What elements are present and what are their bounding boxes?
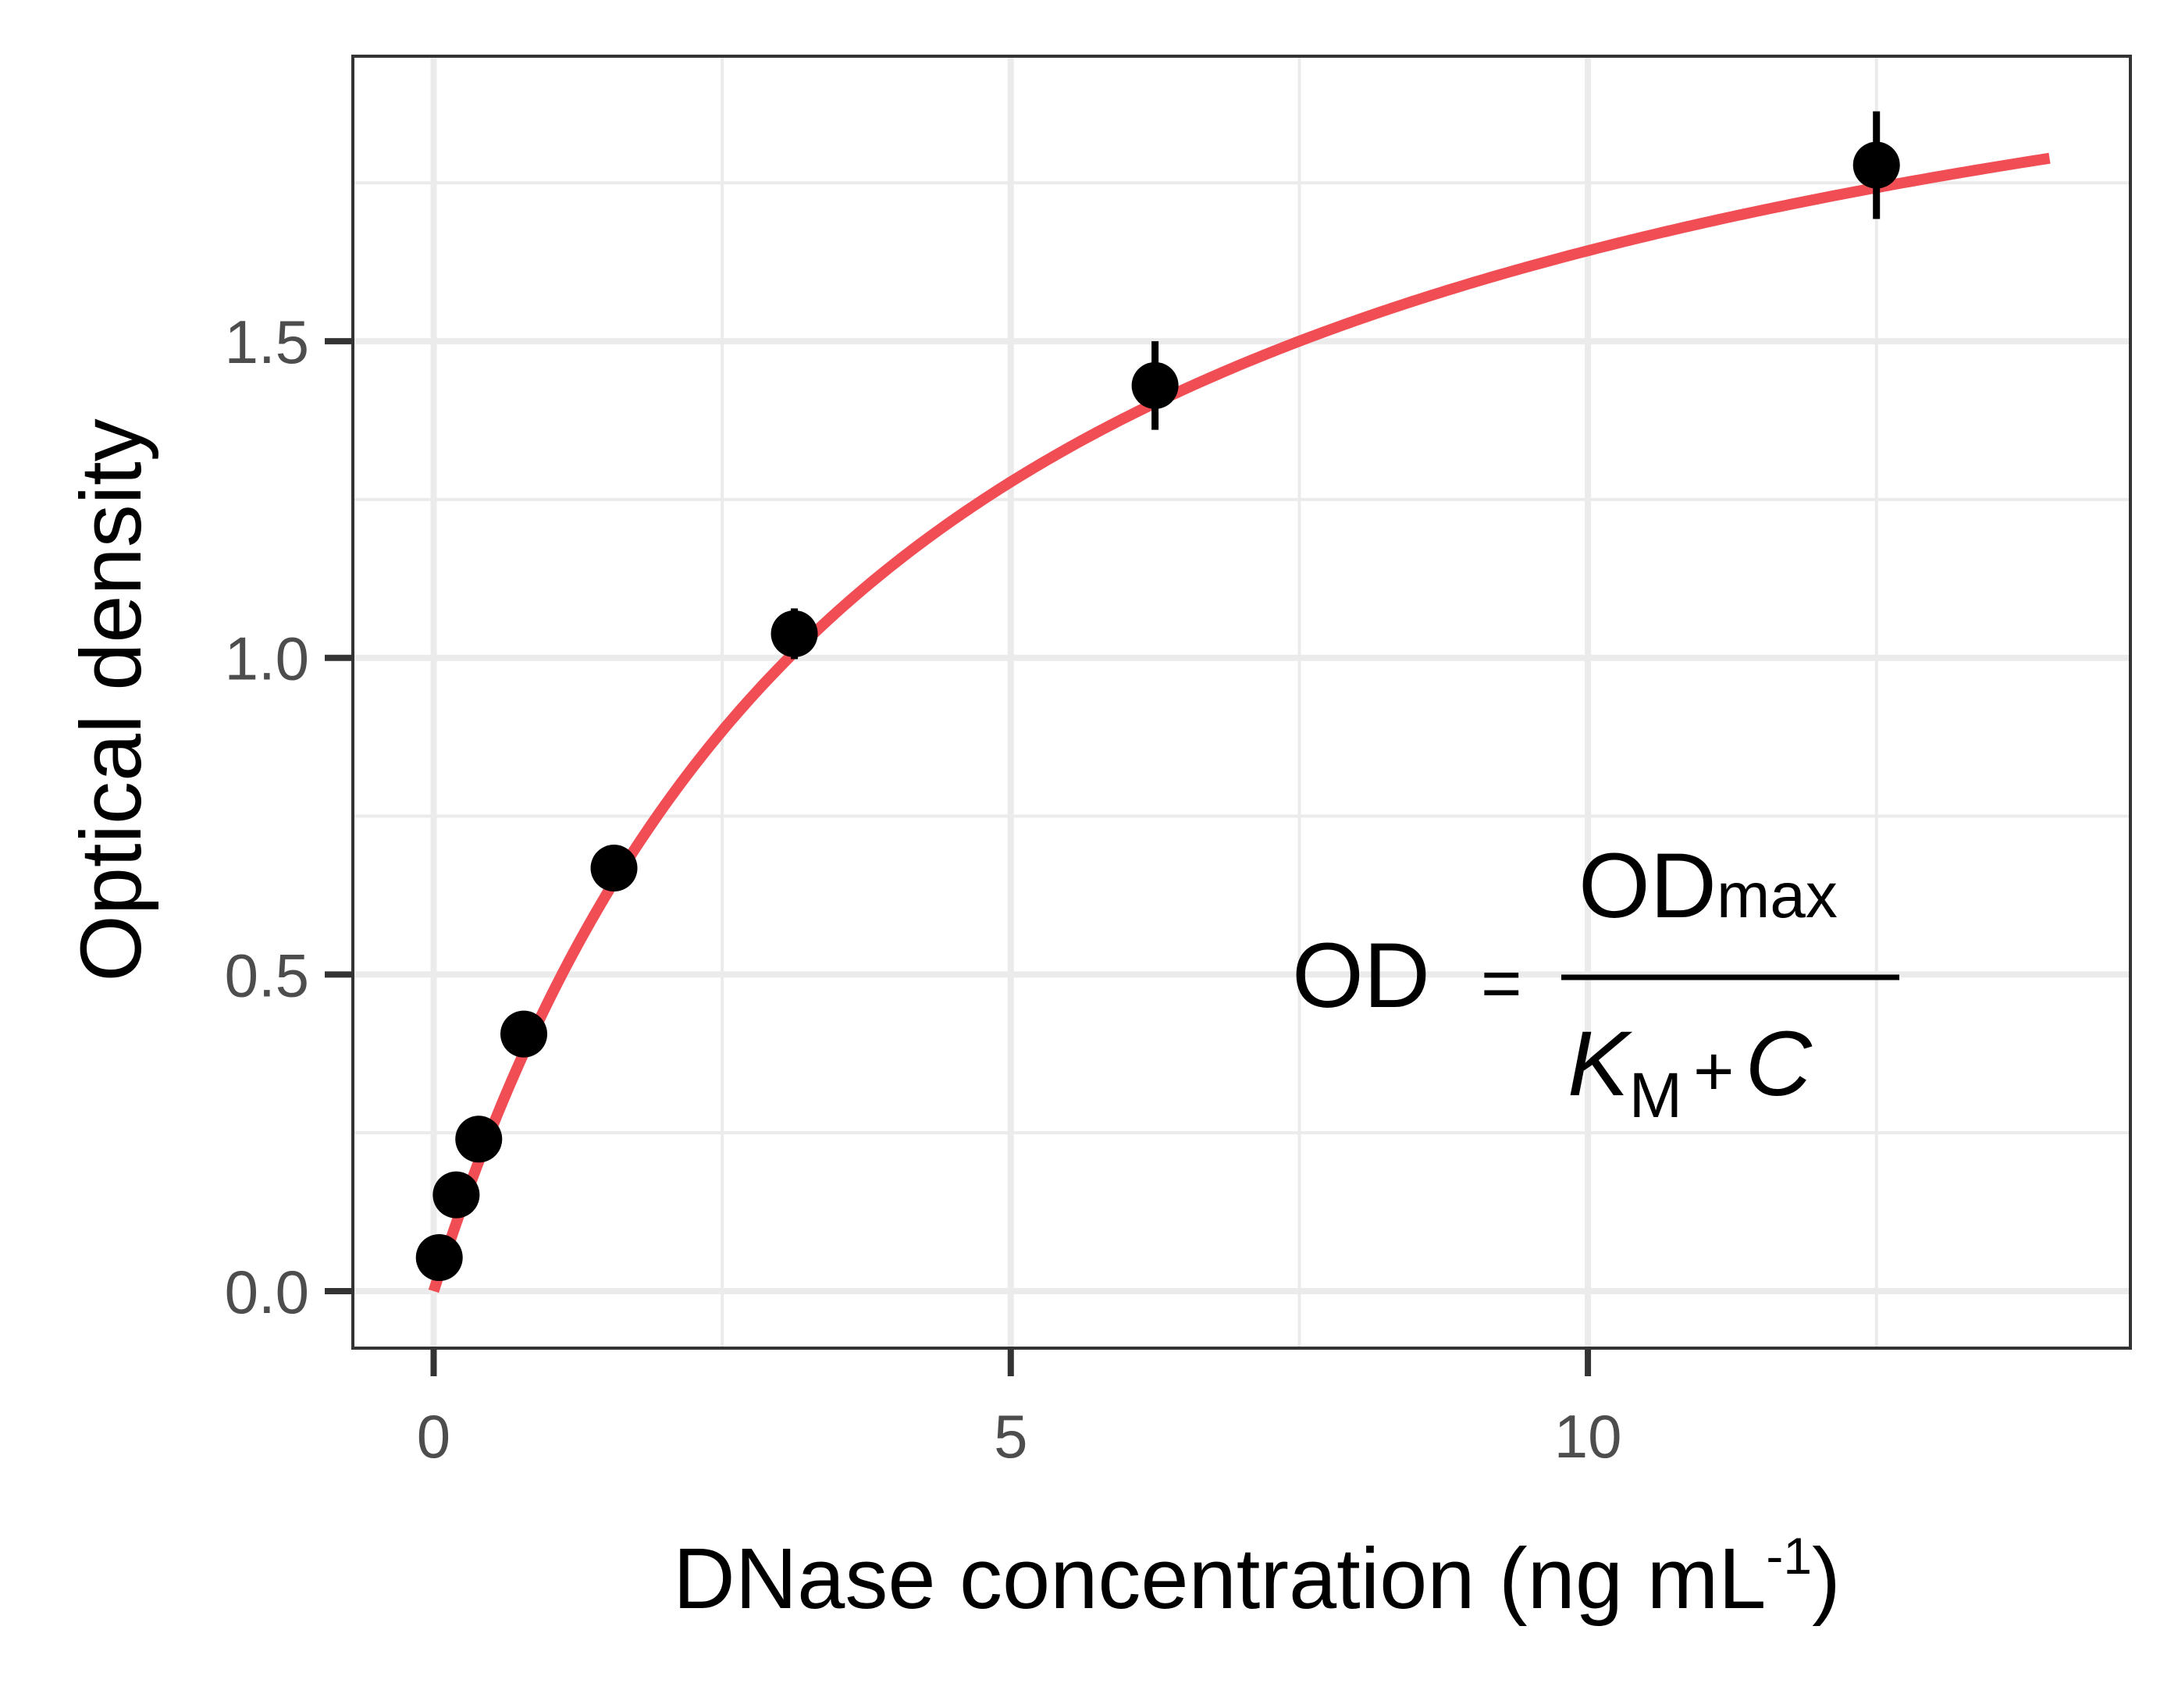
equation-km-subscript: M [1629, 1060, 1682, 1131]
equation-denominator: KM + C [1568, 1012, 1813, 1131]
equation-km-symbol: K [1568, 1012, 1633, 1116]
data-point [1131, 361, 1179, 409]
data-point [1852, 141, 1900, 189]
equation-c-symbol: C [1746, 1012, 1813, 1116]
data-point [590, 845, 638, 892]
x-axis-title-main: DNase concentration (ng mL [673, 1531, 1766, 1627]
data-points-layer [415, 111, 1900, 1281]
equation-annotation: OD = ODmax KM + C [1292, 834, 1899, 1131]
equation-plus: + [1693, 1033, 1735, 1111]
y-axis-title: Optical density [63, 418, 159, 981]
x-axis-title-superscript: -1 [1766, 1527, 1812, 1585]
x-tick-label: 10 [1554, 1402, 1622, 1471]
tick-labels: 0.0 0.5 1.0 1.5 0 5 10 [225, 308, 1622, 1471]
x-axis-title: DNase concentration (ng mL-1) [673, 1527, 1840, 1627]
equation-lhs: OD [1292, 924, 1430, 1027]
y-tick-label: 1.5 [225, 308, 309, 376]
x-tick-label: 5 [994, 1402, 1027, 1471]
x-axis-title-close: ) [1812, 1531, 1841, 1627]
y-tick-label: 1.0 [225, 624, 309, 693]
y-tick-label: 0.0 [225, 1258, 309, 1326]
data-point [455, 1116, 503, 1163]
equation-equals: = [1481, 945, 1522, 1023]
panel-border [351, 55, 2132, 1350]
data-point [500, 1010, 548, 1058]
data-point [415, 1233, 463, 1281]
major-gridlines [353, 56, 2130, 1348]
y-tick-label: 0.5 [225, 941, 309, 1009]
fit-curve [428, 152, 2051, 1293]
fit-curve-layer [428, 152, 2051, 1293]
minor-gridlines [353, 56, 2130, 1348]
equation-numerator: ODmax [1578, 834, 1838, 938]
equation-numerator-main: OD [1578, 834, 1717, 938]
x-tick-label: 0 [417, 1402, 450, 1471]
axis-ticks [325, 338, 1592, 1376]
data-point [432, 1171, 480, 1219]
data-point [770, 610, 818, 657]
equation-numerator-sub: max [1717, 860, 1838, 931]
